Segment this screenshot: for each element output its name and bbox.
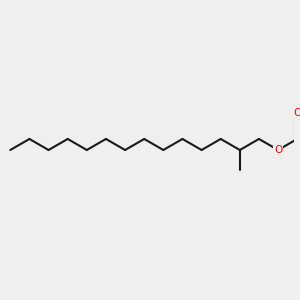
Text: O: O xyxy=(293,108,300,118)
Text: O: O xyxy=(274,145,282,155)
